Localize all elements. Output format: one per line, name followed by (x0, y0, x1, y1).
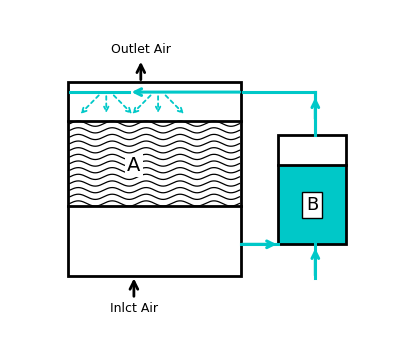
Bar (278, 135, 346, 244)
Text: Outlet Air: Outlet Air (111, 43, 171, 56)
Text: B: B (306, 196, 318, 214)
Bar (278, 135, 346, 165)
Bar (278, 165, 346, 244)
Text: Inlct Air: Inlct Air (110, 302, 158, 315)
Text: A: A (127, 156, 140, 175)
Bar (68, 82, 241, 276)
